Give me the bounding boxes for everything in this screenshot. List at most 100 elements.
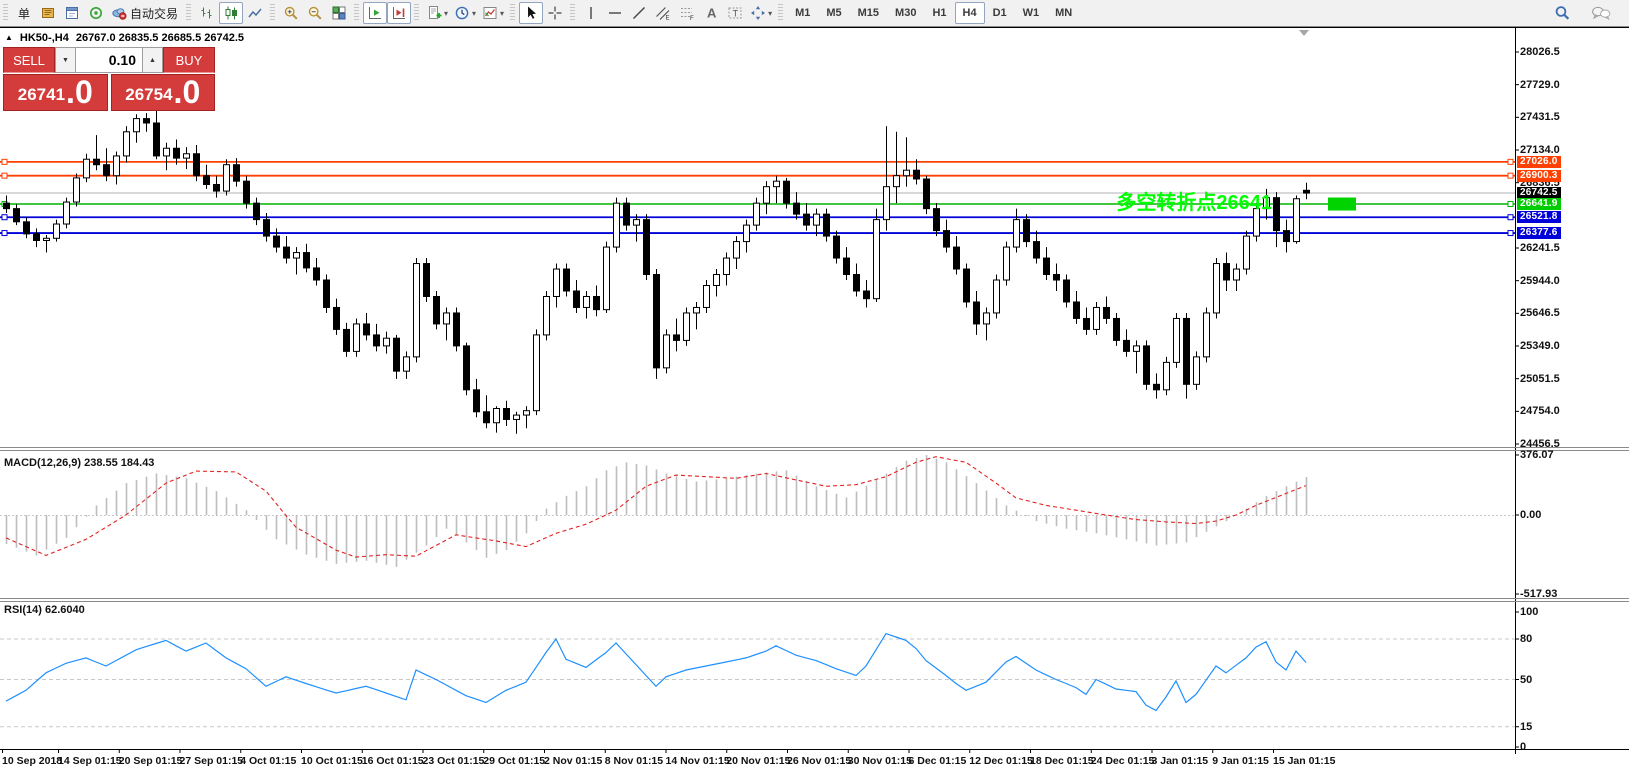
timeframe-M5[interactable]: M5 xyxy=(826,7,842,19)
labelT-icon: T xyxy=(727,5,743,21)
price-tick-label: 25051.5 xyxy=(1520,372,1560,385)
hline-icon xyxy=(607,5,623,21)
toolbar-grip xyxy=(270,4,276,22)
linechart-icon xyxy=(247,5,263,21)
cloud-icon xyxy=(111,5,127,21)
autotrading-button[interactable]: 自动交易 xyxy=(108,2,183,24)
shift-icon xyxy=(391,5,407,21)
search-button[interactable] xyxy=(1550,2,1574,24)
timeframe-H1[interactable]: H1 xyxy=(932,7,947,19)
buy-button[interactable]: BUY xyxy=(163,47,215,73)
navigator-button[interactable] xyxy=(60,2,84,24)
time-axis-label: 3 Jan 01:15 xyxy=(1151,755,1209,767)
timeframe-H4[interactable]: H4 xyxy=(954,2,985,24)
price-tick-label: 27134.0 xyxy=(1520,144,1560,156)
time-axis-label: 10 Sep 2018 xyxy=(2,755,63,767)
level-price-label: 26521.8 xyxy=(1517,211,1561,224)
toolbar-grip xyxy=(510,4,516,22)
ohlc-values: 26767.0 26835.5 26685.5 26742.5 xyxy=(75,32,245,44)
toolbar-grip xyxy=(3,4,8,22)
zoomout-icon xyxy=(307,5,323,21)
fibonacci-button[interactable]: F xyxy=(675,2,699,24)
vertical-line-button[interactable] xyxy=(579,2,603,24)
time-axis-label: 20 Nov 01:15 xyxy=(726,755,791,767)
time-axis-label: 6 Dec 01:15 xyxy=(908,755,967,767)
chart-title: ▲ HK50-,H4 26767.0 26835.5 26685.5 26742… xyxy=(5,32,244,44)
navigator-icon xyxy=(64,5,80,21)
level-price-label: 26377.6 xyxy=(1517,227,1561,240)
timeframe-M15[interactable]: M15 xyxy=(857,7,880,19)
indicators-button[interactable]: ▾ xyxy=(423,2,451,24)
candlestick-chart-button[interactable] xyxy=(219,2,244,24)
crosshair-button[interactable] xyxy=(543,2,567,24)
market-watch-button[interactable] xyxy=(36,2,60,24)
time-axis-label: 14 Nov 01:15 xyxy=(665,755,730,767)
rsi-tick-label: 100 xyxy=(1520,606,1539,618)
chevron-down-icon[interactable]: ▾ xyxy=(768,8,773,18)
chevron-down-icon[interactable]: ▾ xyxy=(472,8,477,18)
terminal-button[interactable] xyxy=(84,2,108,24)
pivot-marker[interactable] xyxy=(1328,197,1356,211)
price-tick-label: 24754.0 xyxy=(1520,405,1560,418)
volume-decrease-button[interactable]: ▼ xyxy=(55,47,76,73)
line-chart-button[interactable] xyxy=(243,2,267,24)
rsi-line xyxy=(5,632,1307,712)
toolbar-grip xyxy=(570,4,576,22)
time-axis-label: 20 Sep 01:15 xyxy=(118,755,183,767)
time-axis-label: 27 Sep 01:15 xyxy=(179,755,244,767)
rsi-tick-label: 15 xyxy=(1520,720,1533,733)
zoomin-icon xyxy=(283,5,299,21)
channel-button[interactable]: E xyxy=(651,2,675,24)
rsi-tick-label: 50 xyxy=(1520,673,1533,686)
new-order-button[interactable]: 单 xyxy=(12,2,36,24)
sell-price-box[interactable]: 26741 .0 xyxy=(3,74,108,111)
templates-button[interactable]: ▾ xyxy=(479,2,507,24)
tile-windows-button[interactable] xyxy=(327,2,351,24)
chevron-down-icon[interactable]: ▾ xyxy=(500,8,505,18)
panel-collapse-icon[interactable]: ▲ xyxy=(5,33,13,42)
arrows-button[interactable]: ▾ xyxy=(747,2,775,24)
trendline-button[interactable] xyxy=(627,2,651,24)
cursor-button[interactable] xyxy=(519,2,544,24)
bar-chart-button[interactable] xyxy=(195,2,219,24)
candles-icon xyxy=(223,5,239,21)
clock-icon xyxy=(454,5,470,21)
svg-text:F: F xyxy=(690,16,694,21)
timeframe-M1[interactable]: M1 xyxy=(795,7,811,19)
horizontal-line-button[interactable] xyxy=(603,2,627,24)
volume-input[interactable]: 0.10 xyxy=(76,47,142,73)
volume-increase-button[interactable]: ▲ xyxy=(142,47,163,73)
toolbar-grip xyxy=(414,4,420,22)
timeframe-MN[interactable]: MN xyxy=(1055,7,1073,19)
text-label-button[interactable]: T xyxy=(723,2,747,24)
time-axis-label: 24 Dec 01:15 xyxy=(1090,755,1155,767)
rsi-tick-label: 80 xyxy=(1520,633,1533,645)
chevron-down-icon[interactable]: ▾ xyxy=(444,8,449,18)
timeframe-M30[interactable]: M30 xyxy=(895,7,917,19)
time-axis-label: 30 Nov 01:15 xyxy=(847,755,912,767)
channel-icon: E xyxy=(655,5,671,21)
zoom-in-button[interactable] xyxy=(279,2,303,24)
signal-icon xyxy=(88,5,104,21)
time-axis-label: 8 Nov 01:15 xyxy=(604,755,664,767)
crosshair-icon xyxy=(547,5,563,21)
timeframe-W1[interactable]: W1 xyxy=(1022,7,1040,19)
buy-price-box[interactable]: 26754 .0 xyxy=(110,74,215,111)
time-axis-label: 2 Nov 01:15 xyxy=(544,755,603,767)
price-tick-label: 24456.5 xyxy=(1520,438,1560,450)
periods-button[interactable]: ▾ xyxy=(451,2,479,24)
text-button[interactable]: A xyxy=(699,2,723,24)
time-axis-label: 15 Jan 01:15 xyxy=(1273,755,1336,767)
buy-price-fraction: .0 xyxy=(173,74,201,110)
sell-button[interactable]: SELL xyxy=(3,47,55,73)
timeframe-D1[interactable]: D1 xyxy=(992,7,1007,19)
chart-window[interactable]: ▲ HK50-,H4 26767.0 26835.5 26685.5 26742… xyxy=(0,27,1629,773)
chart-shift-button[interactable] xyxy=(387,2,412,24)
chat-button[interactable] xyxy=(1588,2,1615,24)
sell-price: 26741 xyxy=(17,85,66,104)
auto-scroll-button[interactable] xyxy=(363,2,388,24)
chart-canvas[interactable] xyxy=(0,28,1629,774)
zoom-out-button[interactable] xyxy=(303,2,327,24)
price-tick-label: 27729.0 xyxy=(1520,78,1560,91)
cursor-icon xyxy=(523,5,539,21)
